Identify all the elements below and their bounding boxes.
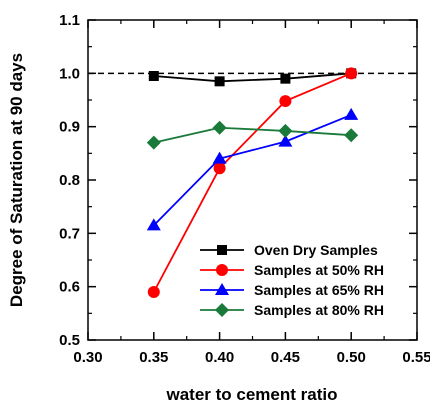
y-axis-label: Degree of Saturation at 90 days <box>7 53 26 307</box>
data-point-samples-at-80-rh <box>146 135 161 150</box>
series-line-samples-at-65-rh <box>153 114 352 226</box>
data-point-samples-at-65-rh <box>278 134 293 147</box>
data-point-samples-at-65-rh <box>212 151 227 164</box>
data-point-samples-at-50-rh <box>279 95 292 108</box>
data-point-samples-at-80-rh <box>344 128 359 143</box>
x-tick-label: 0.55 <box>402 349 430 366</box>
series-line-oven-dry-samples <box>153 72 352 83</box>
data-point-samples-at-50-rh <box>345 67 358 80</box>
series-line-samples-at-50-rh <box>153 72 352 293</box>
legend-label: Samples at 50% RH <box>254 262 384 278</box>
plot-area: 0.30 0.35 0.40 0.45 0.50 0.55 0.5 0.6 0.7 0.8 0.9 1… <box>59 12 430 366</box>
y-tick-label: 1.1 <box>59 12 80 29</box>
legend-marker <box>215 303 229 317</box>
data-point-oven-dry-samples <box>148 71 159 81</box>
legend-marker <box>215 283 229 295</box>
y-tick-label: 0.8 <box>59 172 80 189</box>
y-tick-label: 1.0 <box>59 65 80 82</box>
legend-label: Samples at 65% RH <box>254 282 384 298</box>
y-tick-label: 0.7 <box>59 225 80 242</box>
x-tick-label: 0.50 <box>337 349 366 366</box>
legend-marker <box>217 245 227 255</box>
x-tick-label: 0.40 <box>205 349 234 366</box>
legend-label: Oven Dry Samples <box>254 242 378 258</box>
y-tick-label: 0.9 <box>59 119 80 136</box>
x-tick-label: 0.30 <box>73 349 102 366</box>
series-line-samples-at-80-rh <box>153 126 352 144</box>
data-point-samples-at-80-rh <box>278 123 293 138</box>
data-point-samples-at-50-rh <box>213 162 226 175</box>
legend-label: Samples at 80% RH <box>254 302 384 318</box>
x-axis-label: water to cement ratio <box>166 385 338 404</box>
y-tick-label: 0.6 <box>59 279 80 296</box>
data-point-samples-at-80-rh <box>212 120 227 135</box>
x-tick-label: 0.35 <box>139 349 168 366</box>
data-point-oven-dry-samples <box>214 76 225 87</box>
legend-marker <box>216 264 228 276</box>
data-point-oven-dry-samples <box>280 73 291 84</box>
data-point-samples-at-65-rh <box>146 218 161 231</box>
x-tick-label: 0.45 <box>271 349 300 366</box>
data-point-samples-at-65-rh <box>344 107 359 120</box>
y-tick-label: 0.5 <box>59 332 80 349</box>
data-point-samples-at-50-rh <box>147 286 160 298</box>
